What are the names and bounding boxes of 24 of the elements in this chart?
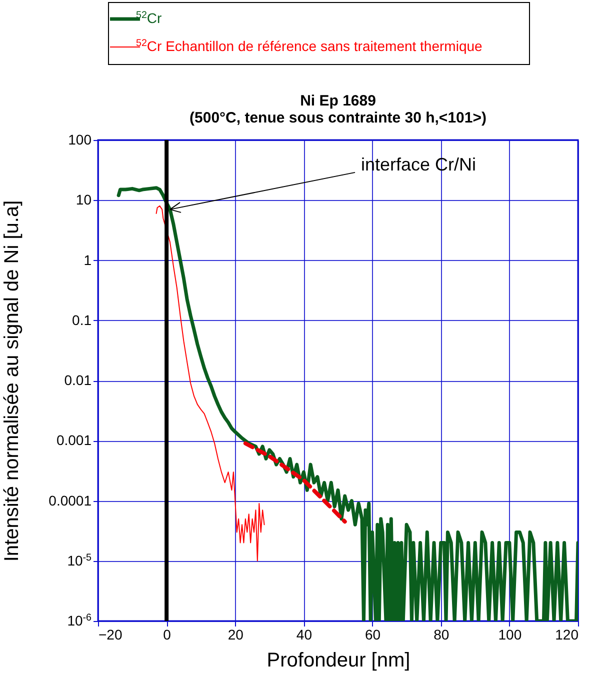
y-tick-label: 0.1 <box>72 312 92 328</box>
x-axis-title: Profondeur [nm] <box>266 650 410 672</box>
y-tick-label: 10 <box>76 192 92 208</box>
legend-label: $^{52}$Cr Echantillon de référence sans traitement thermique <box>136 38 483 54</box>
x-tick-label: 120 <box>555 626 579 642</box>
line-series <box>116 186 578 621</box>
line-series <box>243 441 347 524</box>
x-tick-label: 80 <box>434 626 450 642</box>
y-tick-label: 0.01 <box>64 372 92 388</box>
y-axis-title: Intensité normalisée au signal de Ni [u.a] <box>0 200 23 562</box>
y-tick-label: 1 <box>84 252 92 268</box>
x-tick-label: 100 <box>498 626 522 642</box>
y-tick-label: 0.0001 <box>48 492 92 508</box>
line-series <box>156 205 265 562</box>
y-tick-label: 0.001 <box>56 432 92 448</box>
x-tick-label: 40 <box>296 626 312 642</box>
x-tick-label: 20 <box>228 626 244 642</box>
y-tick-label: 10$^{-6}$ <box>67 612 92 628</box>
x-tick-label: −20 <box>98 626 122 642</box>
x-tick-label: 0 <box>163 626 172 642</box>
y-tick-label: 100 <box>68 132 92 148</box>
x-tick-label: 60 <box>364 626 381 642</box>
y-tick-label: 10$^{-5}$ <box>67 552 92 568</box>
chart-title: Ni Ep 1689 (500°C, tenue sous contrainte 30 h,<101>) <box>190 92 486 126</box>
